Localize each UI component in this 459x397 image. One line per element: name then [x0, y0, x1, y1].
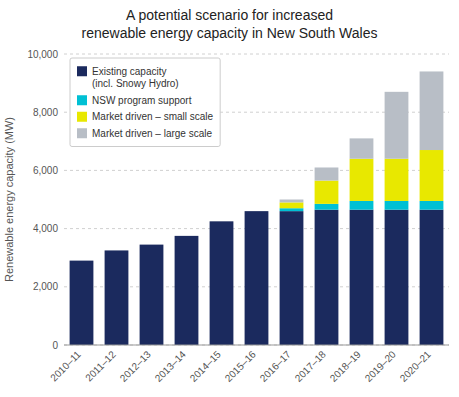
- chart-container: A potential scenario for increased renewa…: [0, 0, 459, 397]
- bar-segment: [105, 250, 129, 251]
- x-tick-label: 2020–21: [398, 348, 434, 384]
- bar-segment: [420, 150, 444, 201]
- bar-segment: [315, 167, 339, 180]
- background: [0, 0, 459, 397]
- bar-segment: [385, 159, 409, 201]
- y-tick-label: 0: [52, 340, 58, 351]
- bar-segment: [350, 159, 374, 201]
- bar-segment: [245, 211, 269, 212]
- bar-segment: [385, 201, 409, 210]
- bar-segment: [105, 250, 129, 251]
- legend-label-line: (incl. Snowy Hydro): [92, 78, 179, 89]
- title-line: renewable energy capacity in New South W…: [82, 25, 378, 41]
- x-tick-label: 2016–17: [258, 348, 294, 384]
- y-tick-label: 8,000: [33, 107, 58, 118]
- x-tick-label: 2011–12: [83, 348, 118, 383]
- bar-segment: [245, 211, 269, 345]
- bar-segment: [420, 71, 444, 150]
- bar-segment: [175, 236, 199, 345]
- x-axis: 2010–112011–122012–132013–142014–152015–…: [48, 348, 433, 384]
- bar-segment: [420, 210, 444, 345]
- bar-segment: [210, 221, 234, 222]
- x-tick-label: 2014–15: [188, 348, 224, 384]
- series-group: [70, 210, 444, 345]
- bar-segment: [280, 211, 304, 345]
- bar-segment: [70, 260, 94, 261]
- bar-segment: [385, 210, 409, 345]
- legend-label-line: Existing capacity: [92, 66, 166, 77]
- legend-frame: [70, 58, 220, 147]
- bar-segment: [280, 202, 304, 208]
- bar-segment: [70, 261, 94, 345]
- title: A potential scenario for increased renewa…: [82, 7, 378, 41]
- legend-swatch: [77, 128, 87, 138]
- x-tick-label: 2017–18: [293, 348, 329, 384]
- bar-segment: [175, 235, 199, 236]
- x-tick-label: 2015–16: [223, 348, 259, 384]
- bar-segment: [210, 221, 234, 222]
- y-tick-label: 10,000: [27, 49, 58, 60]
- bar-segment: [140, 244, 164, 245]
- legend-label: Existing capacity(incl. Snowy Hydro): [92, 66, 179, 90]
- bar-segment: [70, 260, 94, 261]
- bar-segment: [140, 244, 164, 245]
- legend-label-line: Market driven – small scale: [92, 111, 214, 122]
- x-tick-label: 2019–20: [363, 348, 399, 384]
- bar-segment: [210, 221, 234, 345]
- bar-segment: [315, 181, 339, 204]
- y-tick-label: 2,000: [33, 281, 58, 292]
- bar-segment: [385, 92, 409, 159]
- bar-segment: [140, 244, 164, 245]
- legend-swatch: [77, 95, 87, 105]
- bar-segment: [280, 208, 304, 211]
- bar-segment: [245, 211, 269, 212]
- legend: Existing capacity(incl. Snowy Hydro) NSW …: [70, 58, 220, 147]
- bar-segment: [245, 211, 269, 212]
- x-axis-line: [64, 345, 449, 346]
- legend-label-line: Market driven – large scale: [92, 128, 212, 139]
- bar-segment: [420, 201, 444, 210]
- bar-segment: [315, 210, 339, 345]
- x-tick-label: 2010–11: [48, 348, 83, 383]
- y-tick-label: 6,000: [33, 165, 58, 176]
- x-tick-label: 2018–19: [328, 348, 364, 384]
- bar-segment: [210, 221, 234, 222]
- x-tick-label: 2013–14: [153, 348, 189, 384]
- bar-segment: [105, 250, 129, 345]
- grid-line: [64, 54, 449, 55]
- bar-segment: [315, 204, 339, 210]
- bar-segment: [350, 210, 374, 345]
- legend-swatch: [77, 66, 87, 76]
- grid-line: [64, 345, 449, 346]
- legend-label: Market driven – large scale: [92, 128, 212, 139]
- y-axis-label: Renewable energy capacity (MW): [3, 117, 15, 282]
- legend-label-line: NSW program support: [92, 95, 192, 106]
- bar-segment: [175, 235, 199, 236]
- bar-segment: [350, 138, 374, 158]
- bar-segment: [175, 235, 199, 236]
- series-group: [280, 201, 444, 211]
- x-tick-label: 2012–13: [118, 348, 154, 384]
- legend-swatch: [77, 112, 87, 122]
- title-line: A potential scenario for increased: [126, 7, 333, 23]
- legend-label: Market driven – small scale: [92, 111, 214, 122]
- bars: [70, 71, 444, 345]
- chart-svg: A potential scenario for increased renewa…: [0, 0, 459, 397]
- bar-segment: [105, 250, 129, 251]
- series-group: [280, 71, 444, 202]
- bar-segment: [70, 260, 94, 261]
- bar-segment: [140, 245, 164, 345]
- y-tick-label: 4,000: [33, 223, 58, 234]
- bar-segment: [280, 200, 304, 203]
- legend-label: NSW program support: [92, 95, 192, 106]
- bar-segment: [350, 201, 374, 210]
- y-axis: 0 2,000 4,000 6,000 8,000 10,000: [27, 49, 449, 351]
